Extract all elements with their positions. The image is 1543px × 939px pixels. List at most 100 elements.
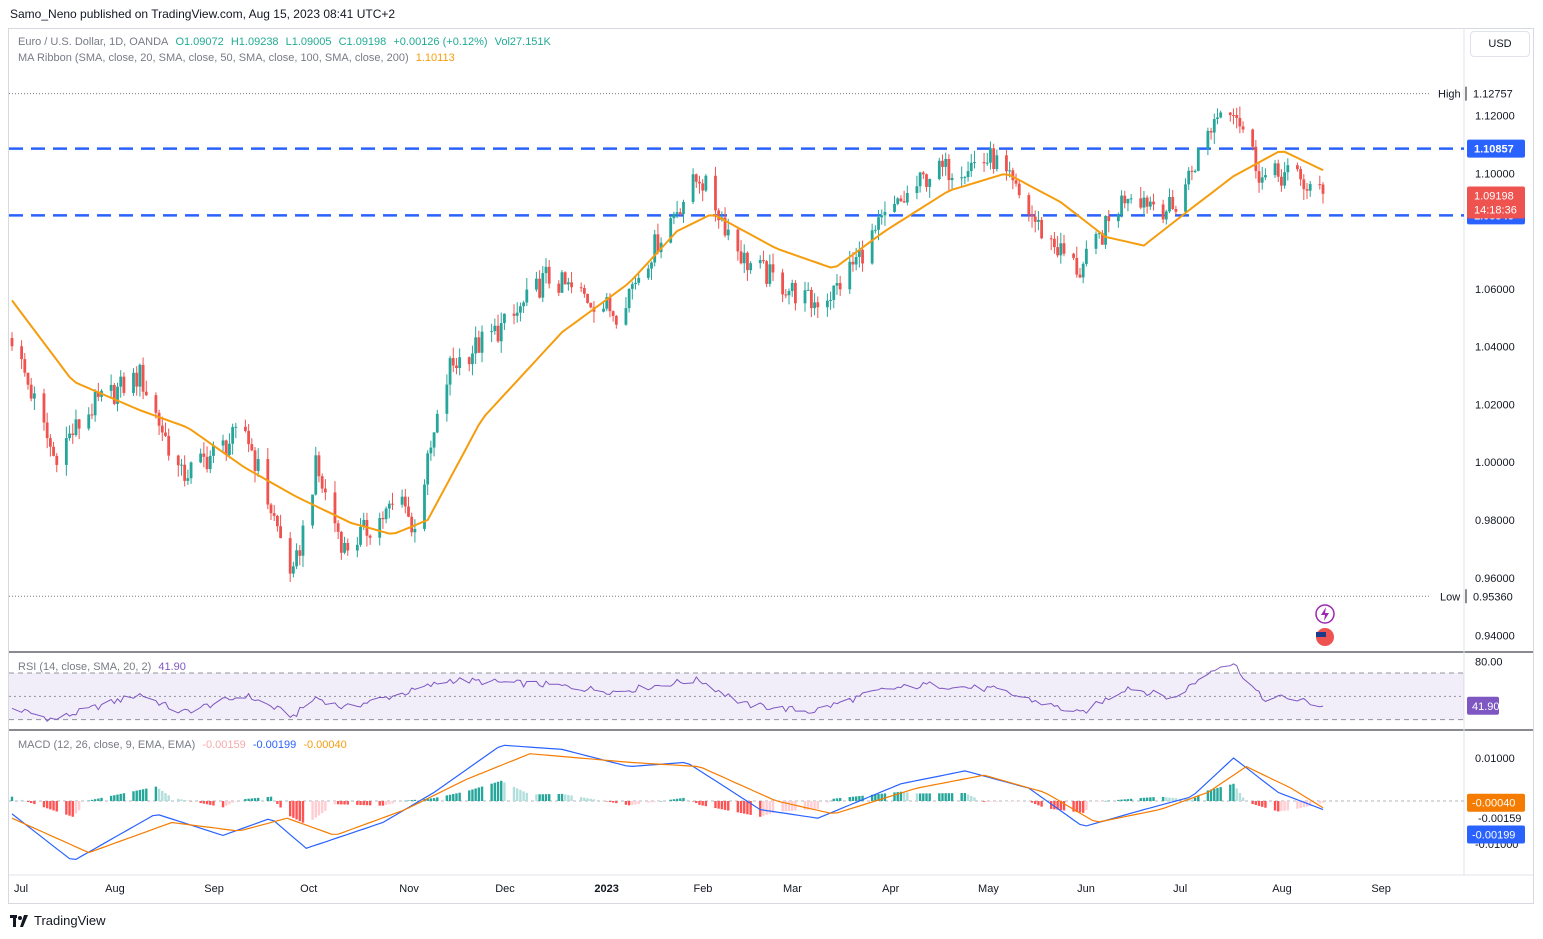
macd-histogram-bar: [10, 796, 14, 801]
candle: [1321, 182, 1325, 204]
candle: [893, 195, 896, 213]
macd-histogram-bar: [1161, 796, 1165, 801]
currency-button[interactable]: USD: [1470, 31, 1530, 57]
candle-body: [109, 384, 113, 391]
chart-frame: [8, 28, 1534, 904]
candle: [544, 258, 548, 284]
candle: [477, 330, 481, 354]
macd-histogram-bar: [1053, 801, 1056, 810]
macd-histogram-bar: [835, 798, 839, 801]
macd-line-value: -0.00199: [252, 739, 297, 751]
macd-histogram-bar: [368, 801, 372, 806]
candle: [295, 543, 298, 570]
macd-histogram-bar: [288, 801, 292, 817]
macd-histogram-bar: [68, 801, 71, 816]
macd-title[interactable]: MACD (12, 26, close, 9, EMA, EMA): [18, 739, 196, 751]
rsi-title[interactable]: RSI (14, close, SMA, 20, 2): [18, 661, 152, 673]
candle-body: [208, 455, 212, 470]
candle-body: [809, 289, 813, 309]
candle: [471, 345, 474, 376]
candle-body: [135, 372, 139, 387]
candle: [1193, 169, 1197, 174]
candle-body: [317, 455, 321, 477]
macd-histogram-bar: [535, 794, 538, 801]
macd-histogram-bar: [77, 801, 81, 811]
candle-body: [288, 538, 292, 574]
candle-body: [122, 376, 126, 393]
time-axis-tick: Dec: [495, 883, 515, 895]
candle: [64, 426, 68, 476]
macd-histogram-bar: [490, 783, 493, 801]
candle-body: [1190, 170, 1194, 172]
time-axis-tick: Jul: [14, 883, 28, 895]
candle-body: [915, 186, 919, 193]
candle-body: [138, 364, 142, 387]
candle: [1100, 230, 1104, 245]
candle-body: [467, 357, 471, 365]
candle: [765, 259, 769, 288]
macd-histogram-bar: [225, 801, 228, 806]
footer-brand: TradingView: [10, 913, 106, 928]
candle-body: [42, 393, 46, 423]
candle: [787, 288, 791, 305]
macd-histogram-bar: [691, 801, 695, 802]
macd-histogram-bar: [1254, 801, 1258, 805]
candle: [586, 293, 589, 304]
candle: [1037, 211, 1040, 231]
symbol-title[interactable]: Euro / U.S. Dollar, 1D, OANDA: [18, 36, 169, 48]
candle-body: [602, 308, 605, 312]
macd-histogram-bar: [74, 801, 78, 814]
candle-body: [1097, 233, 1101, 235]
macd-histogram-bar: [266, 796, 270, 801]
candle-body: [586, 293, 589, 303]
macd-histogram-bar: [42, 801, 46, 808]
candle: [1078, 268, 1082, 279]
macd-histogram-bar: [161, 790, 164, 801]
candle-body: [228, 443, 231, 456]
candle: [1209, 127, 1213, 140]
macd-histogram-bar: [563, 794, 567, 801]
candle: [1040, 216, 1044, 240]
macd-histogram-bar: [893, 792, 896, 801]
candle-body: [1174, 208, 1178, 212]
macd-histogram-bar: [592, 799, 596, 801]
macd-histogram-bar: [1101, 801, 1104, 802]
candle-body: [525, 289, 529, 303]
candle: [228, 433, 231, 459]
candle-body: [1171, 197, 1175, 209]
macd-histogram-bar: [784, 801, 788, 812]
macd-histogram-bar: [1321, 801, 1325, 803]
candle-body: [132, 372, 135, 393]
candle-body: [937, 160, 941, 180]
macd-histogram-bar: [474, 788, 477, 801]
macd-hist-value: -0.00159: [202, 739, 246, 751]
candle: [950, 173, 954, 190]
macd-histogram-bar: [384, 801, 388, 805]
candle: [359, 518, 362, 547]
candle-body: [669, 218, 673, 243]
high-label: High: [1438, 89, 1461, 101]
candle-body: [432, 432, 436, 448]
candle: [675, 200, 679, 219]
ma-title[interactable]: MA Ribbon (SMA, close, 20, SMA, close, 5…: [18, 52, 409, 64]
us-flag-canton-icon: [1316, 632, 1326, 637]
candle: [333, 481, 337, 533]
macd-histogram-bar: [202, 801, 206, 804]
footer-brand-name: TradingView: [34, 913, 106, 928]
candle-body: [1049, 238, 1053, 240]
candle-body: [1120, 195, 1123, 216]
macd-histogram-bar: [650, 801, 653, 803]
time-axis-tick: Nov: [399, 883, 419, 895]
macd-histogram-bar: [493, 782, 497, 801]
macd-histogram-bar: [205, 801, 209, 805]
candle-body: [231, 427, 235, 444]
candle-body: [55, 455, 59, 465]
macd-histogram-bar: [1027, 801, 1031, 802]
ma-legend: MA Ribbon (SMA, close, 20, SMA, close, 5…: [18, 52, 459, 64]
candle-body: [714, 175, 717, 211]
candle: [311, 494, 314, 529]
macd-histogram-bar: [736, 801, 740, 813]
candle-body: [10, 338, 14, 347]
macd-histogram-bar: [90, 799, 94, 801]
